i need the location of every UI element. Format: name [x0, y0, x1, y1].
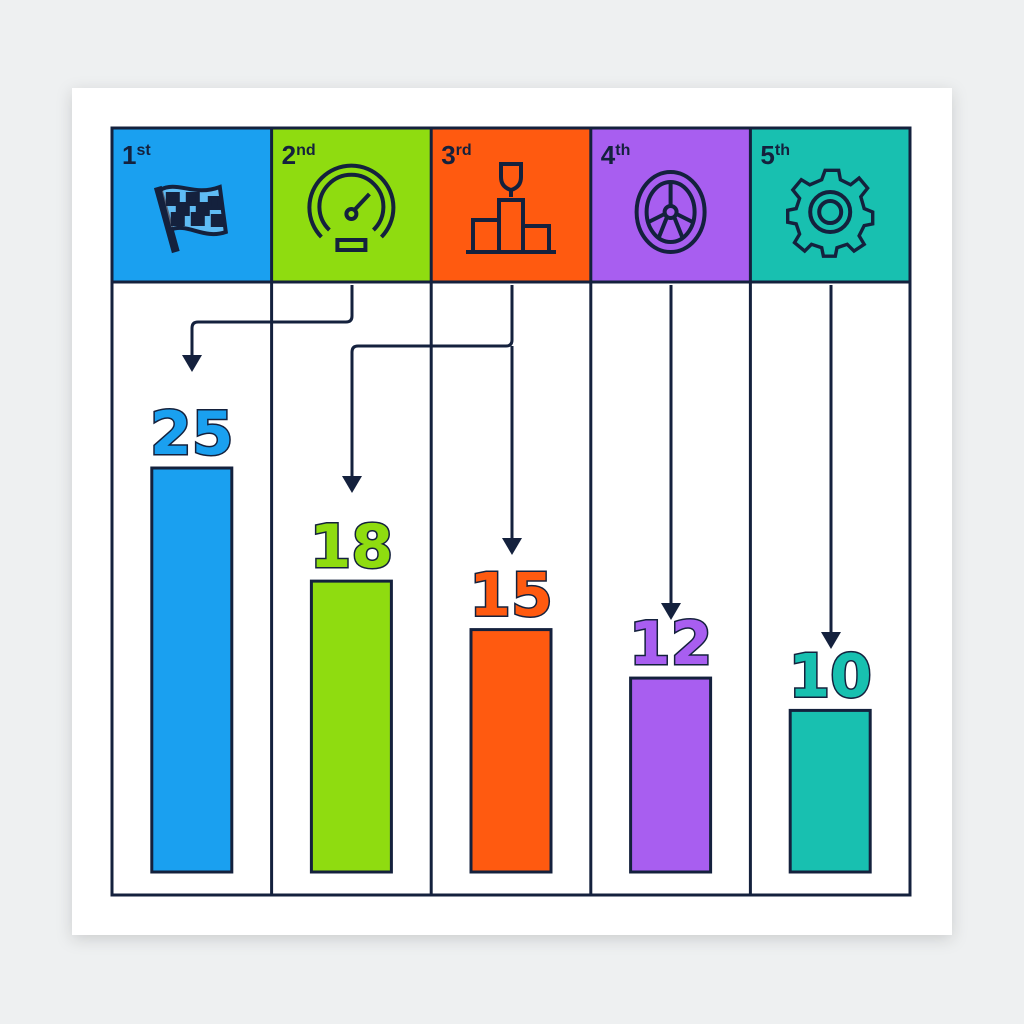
- value-label-1st: 25: [150, 399, 234, 469]
- value-label-5th: 10: [788, 641, 872, 711]
- rank-label: 4th: [601, 140, 631, 170]
- header-cell-2nd: 2nd: [271, 128, 432, 282]
- connector-arrows: [190, 285, 833, 635]
- speedometer-icon: [307, 163, 396, 252]
- wheel-icon: [634, 170, 707, 254]
- rank-label: 2nd: [282, 140, 316, 170]
- header-cell-5th: 5th: [750, 128, 910, 282]
- bar-4th: [629, 676, 713, 874]
- header-cell-4th: 4th: [590, 128, 751, 282]
- checkered-flag-icon: [153, 184, 228, 254]
- header-cell-3rd: 3rd: [431, 128, 591, 282]
- arrowhead: [342, 476, 362, 493]
- bar-3rd: [469, 628, 553, 874]
- value-label-3rd: 15: [469, 561, 553, 631]
- trophy-podium-icon: [466, 162, 556, 254]
- bar-2nd: [309, 579, 393, 874]
- arrow-2nd-to-25: [190, 285, 354, 358]
- bar-5th: [788, 708, 872, 874]
- value-label-2nd: 18: [310, 512, 394, 582]
- bar-1st: [150, 466, 234, 874]
- value-label-4th: 12: [629, 609, 713, 679]
- rank-label: 1st: [122, 140, 151, 170]
- arrow-3rd-to-18: [350, 285, 514, 478]
- arrowhead: [502, 538, 522, 555]
- rank-label: 5th: [760, 140, 790, 170]
- gear-icon: [786, 168, 875, 258]
- table-frame: [110, 126, 912, 897]
- header-cell-1st: 1st: [112, 128, 272, 282]
- header-background: [431, 128, 591, 282]
- arrowhead: [182, 355, 202, 372]
- arrowhead: [821, 632, 841, 649]
- arrowhead: [661, 603, 681, 620]
- rank-label: 3rd: [441, 140, 471, 170]
- header-background: [271, 128, 432, 282]
